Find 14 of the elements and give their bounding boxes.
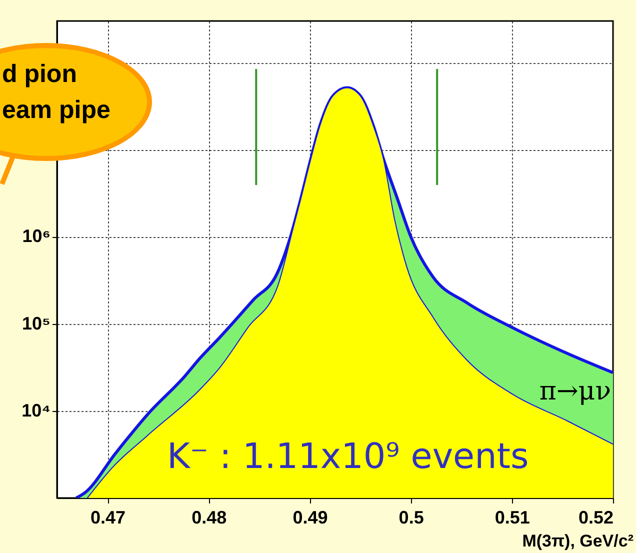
x-tick-label: 0.5: [398, 508, 424, 528]
x-tick-label: 0.47: [90, 508, 126, 528]
x-axis-title: M(3π), GeV/c²: [522, 532, 634, 550]
y-tick-label: 10⁶: [22, 226, 50, 246]
y-tick-label: 10⁴: [22, 400, 50, 420]
annotation: K⁻ : 1.11x10⁹ events: [167, 437, 529, 477]
y-tick-label: 10⁵: [22, 313, 50, 334]
x-tick-label: 0.52: [578, 508, 614, 528]
x-tick-label: 0.49: [292, 508, 328, 528]
annotation: d pion: [2, 59, 78, 90]
annotation: eam pipe: [2, 95, 110, 126]
series-label: π→μν: [539, 376, 611, 407]
x-tick-label: 0.51: [494, 508, 530, 528]
x-tick-label: 0.48: [192, 508, 227, 528]
